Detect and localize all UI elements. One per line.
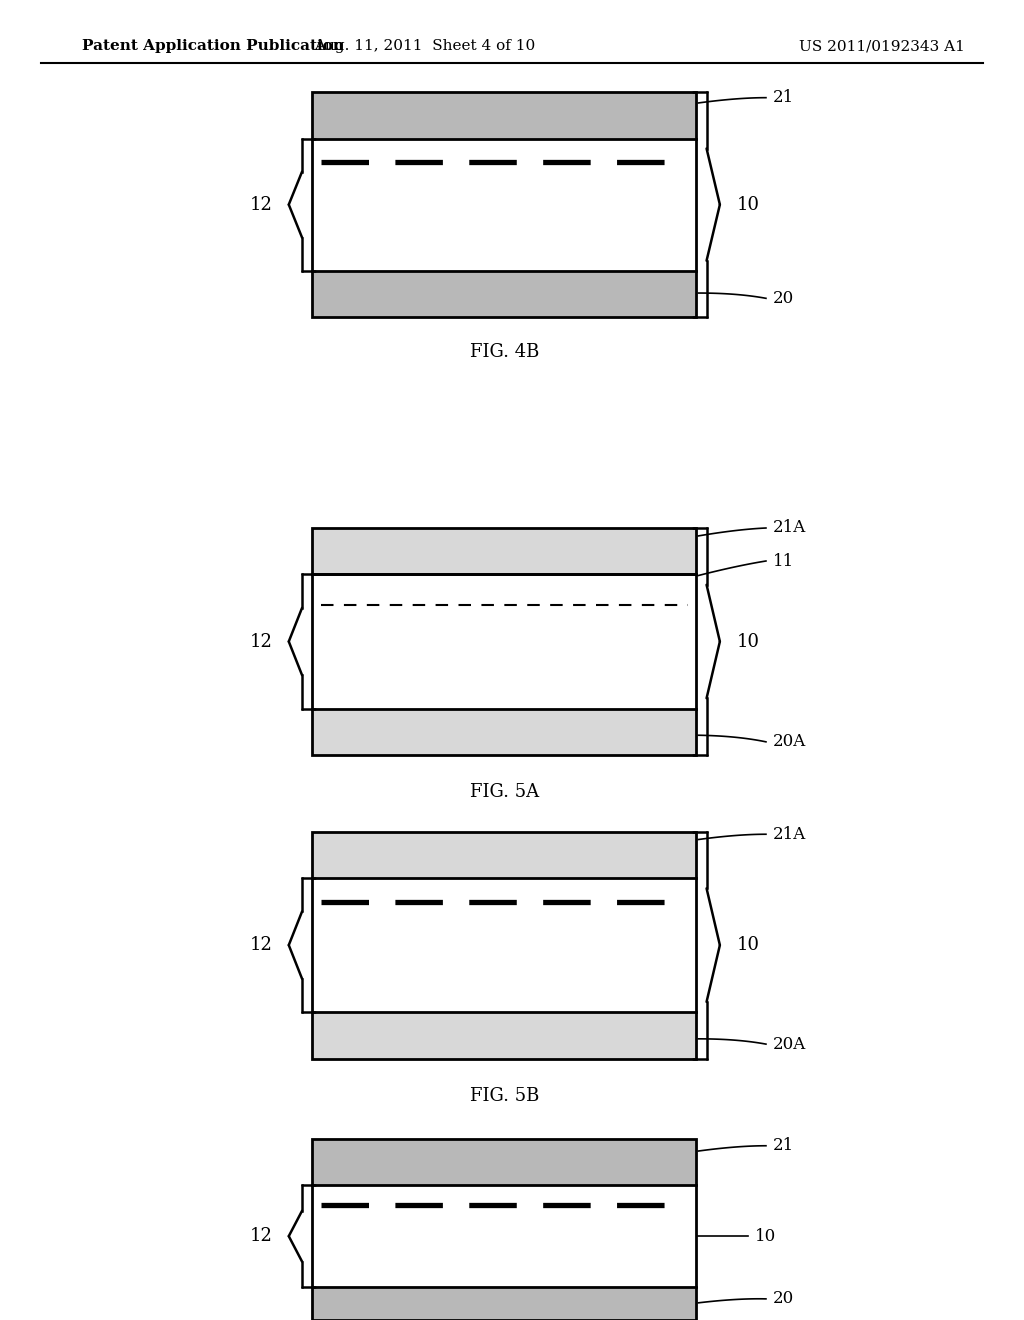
Text: 10: 10 bbox=[736, 195, 759, 214]
Bar bbox=[312, 832, 696, 1059]
Bar bbox=[312, 1139, 696, 1185]
Text: 20: 20 bbox=[773, 290, 795, 306]
Text: 20A: 20A bbox=[773, 734, 806, 750]
Text: 12: 12 bbox=[250, 195, 272, 214]
Text: FIG. 5A: FIG. 5A bbox=[470, 783, 539, 801]
Text: 10: 10 bbox=[755, 1228, 776, 1245]
Text: 21A: 21A bbox=[773, 826, 806, 842]
Text: 10: 10 bbox=[736, 936, 759, 954]
Text: 21A: 21A bbox=[773, 520, 806, 536]
Text: Aug. 11, 2011  Sheet 4 of 10: Aug. 11, 2011 Sheet 4 of 10 bbox=[314, 40, 536, 53]
Text: FIG. 5B: FIG. 5B bbox=[470, 1086, 539, 1105]
Text: 10: 10 bbox=[736, 632, 759, 651]
Bar bbox=[312, 92, 696, 139]
Text: Patent Application Publication: Patent Application Publication bbox=[82, 40, 344, 53]
Bar bbox=[312, 139, 696, 271]
Bar bbox=[312, 709, 696, 755]
Bar bbox=[312, 528, 696, 574]
Text: 12: 12 bbox=[250, 632, 272, 651]
Text: 21: 21 bbox=[773, 1138, 795, 1154]
Bar bbox=[312, 1139, 696, 1320]
Text: 12: 12 bbox=[250, 1228, 272, 1245]
Bar bbox=[312, 528, 696, 755]
Text: 12: 12 bbox=[250, 936, 272, 954]
Text: US 2011/0192343 A1: US 2011/0192343 A1 bbox=[799, 40, 965, 53]
Bar bbox=[312, 1012, 696, 1059]
Bar bbox=[312, 271, 696, 317]
Bar bbox=[312, 1185, 696, 1287]
Bar bbox=[312, 92, 696, 317]
Bar bbox=[312, 1287, 696, 1320]
Bar bbox=[312, 574, 696, 709]
Text: 21: 21 bbox=[773, 90, 795, 106]
Text: 20A: 20A bbox=[773, 1036, 806, 1052]
Text: 20: 20 bbox=[773, 1291, 795, 1307]
Text: 11: 11 bbox=[773, 553, 795, 569]
Bar bbox=[312, 832, 696, 878]
Bar bbox=[312, 878, 696, 1012]
Text: FIG. 4B: FIG. 4B bbox=[470, 343, 539, 362]
